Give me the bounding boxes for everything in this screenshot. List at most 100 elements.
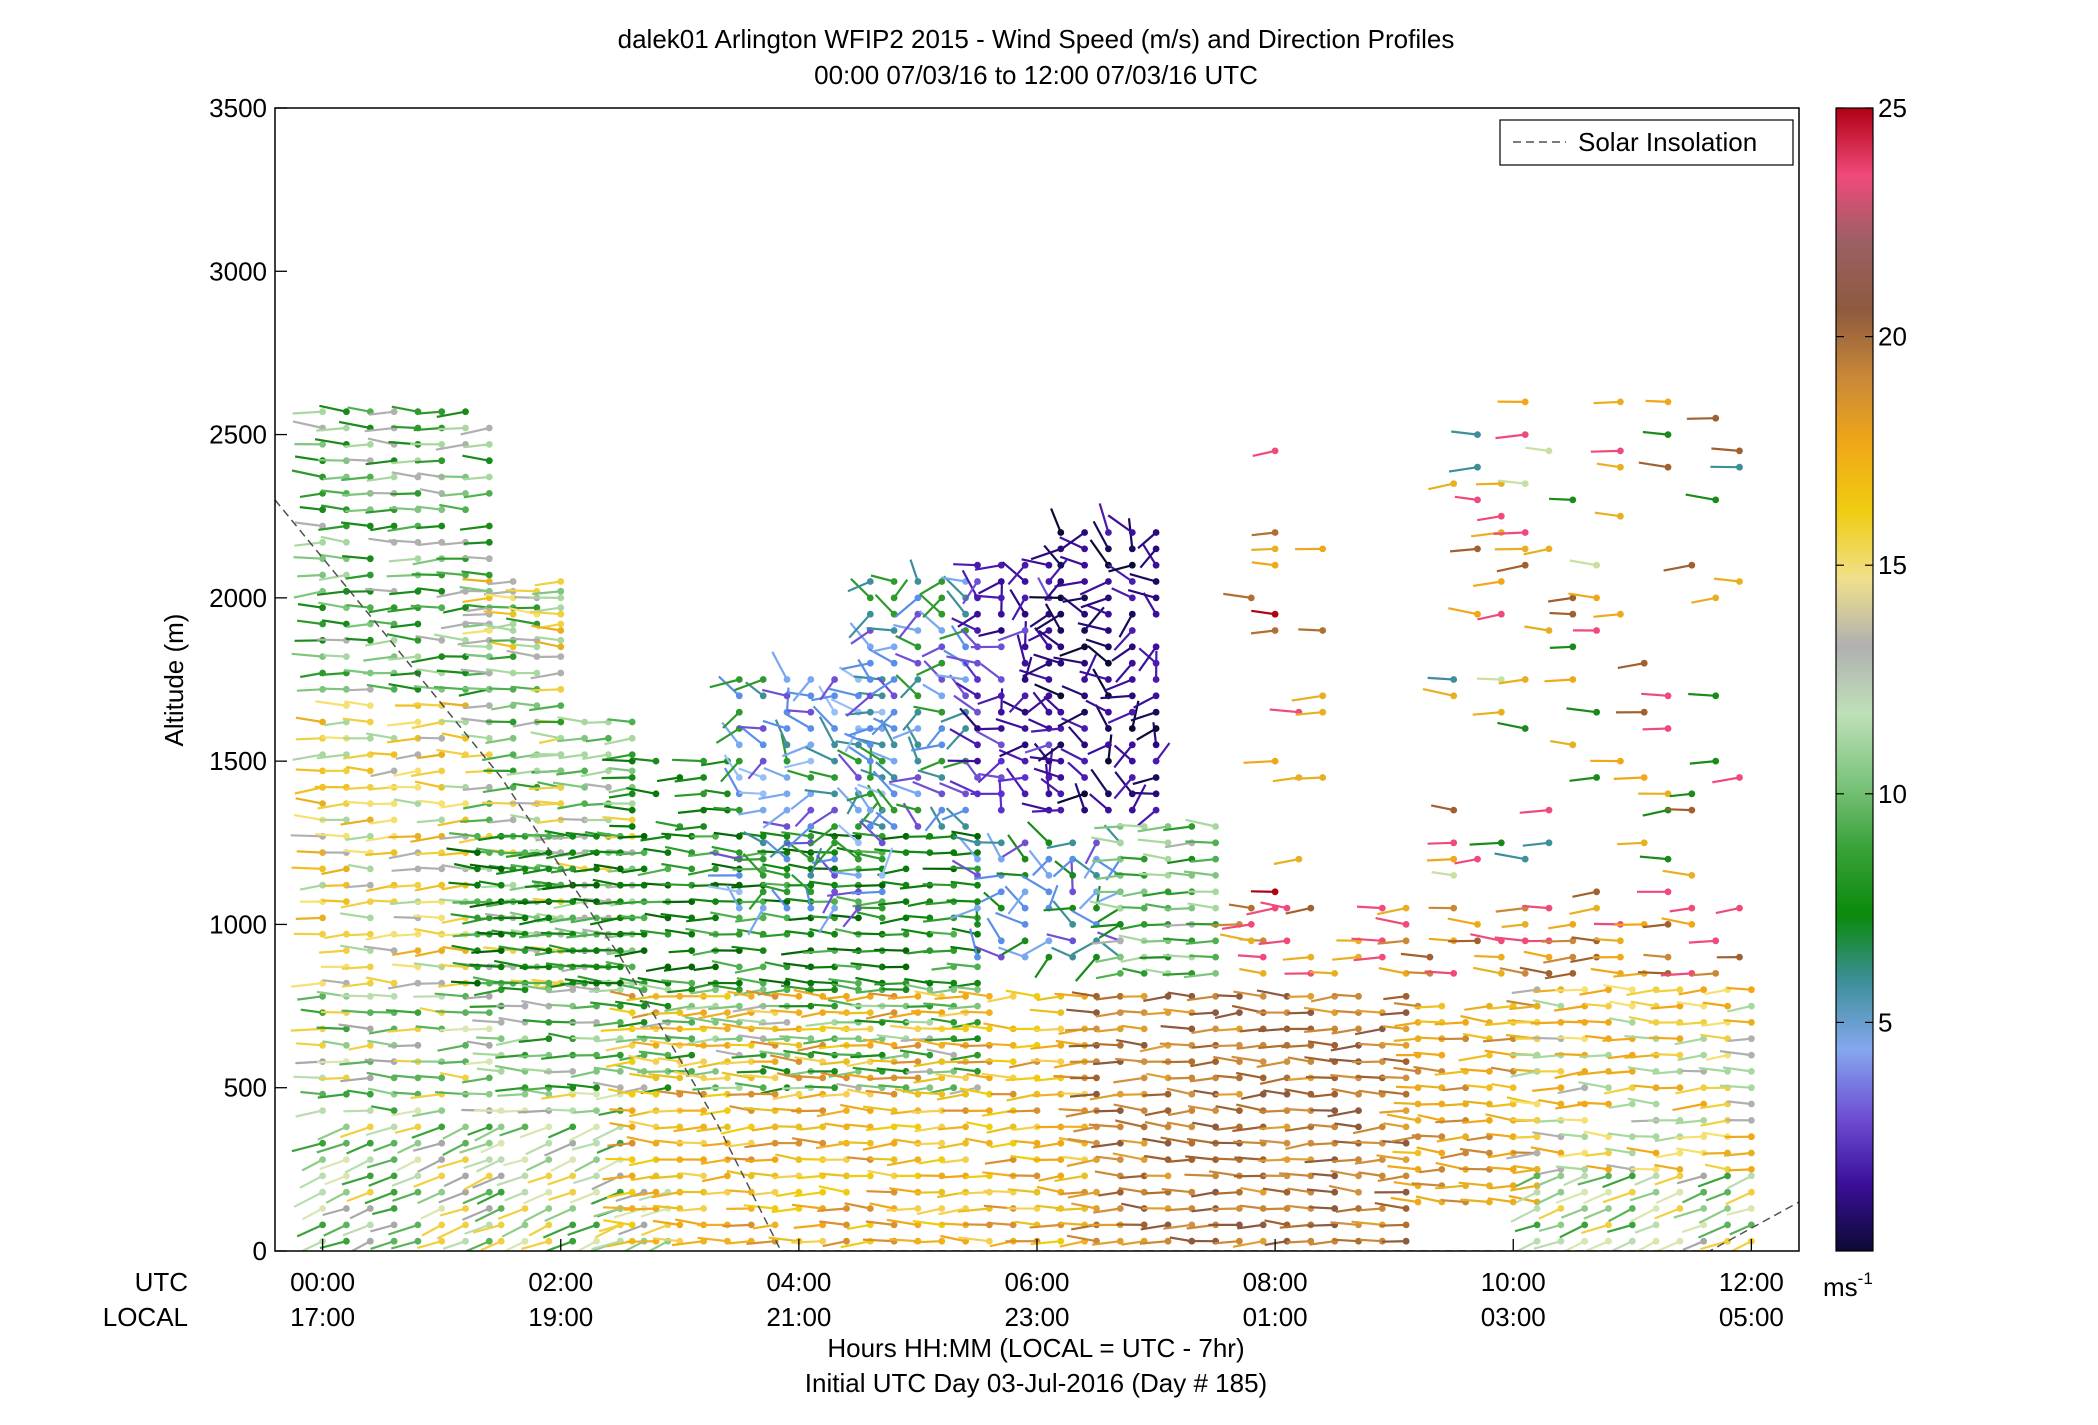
wind-barb-point	[1497, 839, 1505, 847]
wind-barb-stem	[731, 1054, 764, 1059]
wind-barb-point	[390, 1123, 398, 1131]
wind-barb-point	[938, 757, 946, 765]
wind-barb-stem	[1726, 1207, 1752, 1216]
wind-barb-stem	[297, 603, 323, 609]
wind-barb-stem	[291, 866, 323, 870]
wind-barb-stem	[436, 1158, 466, 1169]
wind-barb-point	[1212, 888, 1219, 896]
wind-barb-point	[414, 653, 422, 660]
wind-barb-point	[831, 1068, 838, 1075]
wind-barb-stem	[808, 880, 835, 887]
wind-barb-stem	[912, 1038, 943, 1047]
wind-barb-stem	[890, 1024, 919, 1030]
wind-barb-point	[974, 832, 981, 840]
wind-barb-point	[1069, 937, 1077, 945]
wind-barb-stem	[1237, 954, 1264, 959]
wind-barb-point	[569, 1139, 577, 1147]
wind-barb-point	[1105, 757, 1112, 765]
wind-barb-stem	[368, 537, 395, 544]
wind-barb-stem	[476, 1036, 502, 1040]
wind-barb-point	[914, 774, 922, 781]
wind-barb-point	[771, 1188, 779, 1196]
wind-barb-stem	[1378, 967, 1407, 975]
wind-barb-stem	[573, 867, 597, 873]
wind-barb-stem	[1332, 993, 1359, 998]
wind-barb-point	[831, 986, 838, 994]
wind-barb-point	[855, 823, 862, 830]
wind-barb-point	[902, 865, 910, 873]
wind-barb-point	[1676, 1149, 1684, 1157]
wind-barb-stem	[1700, 1119, 1728, 1127]
wind-barb-point	[593, 1123, 600, 1131]
wind-barb-point	[640, 930, 648, 938]
wind-barb-stem	[1327, 1109, 1359, 1118]
wind-barb-stem	[1030, 1044, 1061, 1050]
wind-barb-stem	[1044, 580, 1062, 602]
wind-barb-point	[1402, 1041, 1410, 1049]
wind-barb-point	[1164, 1123, 1172, 1131]
wind-barb-stem	[1019, 669, 1050, 681]
wind-barb-stem	[1532, 999, 1562, 1008]
wind-barb-stem	[674, 792, 704, 798]
wind-barb-stem	[943, 575, 967, 599]
wind-barb-stem	[699, 1025, 728, 1030]
wind-barb-point	[1212, 823, 1219, 830]
wind-barb-stem	[1065, 1109, 1097, 1118]
wind-barb-point	[878, 741, 886, 749]
wind-barb-point	[319, 718, 326, 726]
wind-barb-stem	[686, 1005, 716, 1011]
wind-barb-point	[438, 1221, 446, 1229]
wind-barb-stem	[1167, 858, 1192, 865]
wind-barb-stem	[389, 506, 418, 511]
wind-barb-stem	[365, 976, 395, 985]
wind-barb-stem	[738, 1034, 764, 1040]
wind-barb-point	[1069, 888, 1077, 896]
wind-barb-point	[390, 1205, 398, 1212]
wind-barb-point	[438, 767, 446, 775]
wind-barb-point	[1355, 1123, 1362, 1131]
wind-barb-stem	[388, 1044, 418, 1048]
wind-barb-point	[1057, 578, 1065, 585]
wind-barb-point	[1105, 659, 1112, 667]
wind-barb-stem	[321, 899, 347, 903]
wind-barb-stem	[829, 913, 859, 919]
wind-barb-point	[497, 1123, 505, 1131]
wind-barb-point	[628, 816, 636, 824]
wind-barb-stem	[1092, 858, 1121, 863]
wind-barb-stem	[1414, 1005, 1442, 1009]
wind-barb-point	[1259, 1058, 1267, 1065]
wind-barb-point	[1021, 676, 1029, 683]
wind-barb-stem	[895, 635, 919, 648]
wind-barb-point	[843, 1188, 850, 1196]
wind-barb-stem	[1307, 1223, 1335, 1227]
wind-barb-point	[890, 1009, 898, 1016]
wind-barb-stem	[922, 683, 943, 697]
wind-barb-stem	[391, 1240, 419, 1250]
wind-barb-stem	[1162, 972, 1192, 976]
wind-barb-point	[462, 1139, 469, 1147]
wind-barb-point	[688, 979, 696, 987]
wind-barb-stem	[1190, 858, 1216, 863]
wind-barb-stem	[629, 1072, 657, 1079]
wind-barb-stem	[293, 590, 323, 599]
wind-barb-stem	[1298, 628, 1323, 632]
wind-barb-stem	[548, 988, 573, 994]
wind-barb-point	[783, 806, 791, 814]
wind-barb-point	[759, 872, 767, 879]
wind-barbs	[290, 398, 1755, 1251]
wind-barb-point	[1319, 708, 1327, 716]
wind-barb-stem	[1330, 1044, 1359, 1052]
wind-barb-point	[1164, 1107, 1172, 1114]
wind-barb-stem	[571, 1142, 597, 1151]
wind-barb-stem	[867, 1076, 895, 1081]
wind-barb-stem	[1715, 907, 1740, 915]
wind-barb-point	[783, 904, 791, 912]
wind-barb-point	[676, 1123, 684, 1131]
wind-barb-point	[474, 881, 481, 889]
wind-barb-stem	[1511, 988, 1538, 995]
wind-barb-stem	[522, 1019, 549, 1024]
wind-barb-point	[807, 888, 815, 896]
wind-barb-point	[1724, 1205, 1731, 1212]
wind-barb-stem	[632, 1041, 657, 1047]
wind-barb-stem	[805, 965, 835, 969]
